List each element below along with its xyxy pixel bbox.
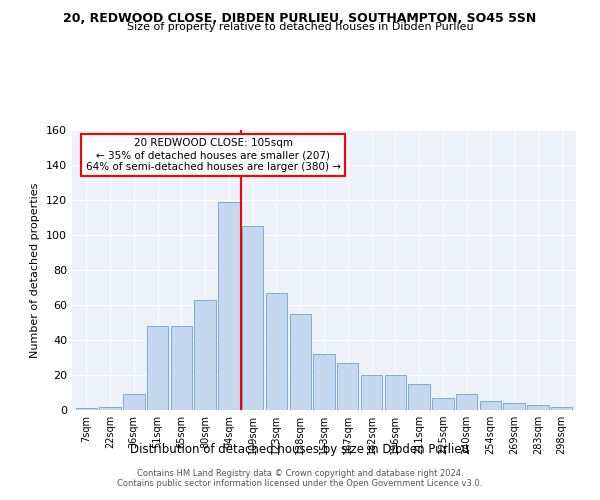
Y-axis label: Number of detached properties: Number of detached properties (31, 182, 40, 358)
Bar (361, 375, 382, 410)
Bar (503, 403, 525, 410)
Bar (551, 406, 572, 410)
Bar (409, 384, 430, 410)
Bar (194, 300, 216, 410)
Text: Size of property relative to detached houses in Dibden Purlieu: Size of property relative to detached ho… (127, 22, 473, 32)
Bar (290, 314, 311, 410)
Text: 20, REDWOOD CLOSE, DIBDEN PURLIEU, SOUTHAMPTON, SO45 5SN: 20, REDWOOD CLOSE, DIBDEN PURLIEU, SOUTH… (64, 12, 536, 26)
Bar (218, 202, 239, 410)
Text: Distribution of detached houses by size in Dibden Purlieu: Distribution of detached houses by size … (130, 442, 470, 456)
Bar (456, 394, 478, 410)
Bar (123, 394, 145, 410)
Bar (337, 363, 358, 410)
Bar (242, 226, 263, 410)
Bar (313, 354, 335, 410)
Bar (170, 326, 192, 410)
Bar (432, 398, 454, 410)
Bar (147, 326, 168, 410)
Bar (100, 406, 121, 410)
Text: 20 REDWOOD CLOSE: 105sqm
← 35% of detached houses are smaller (207)
64% of semi-: 20 REDWOOD CLOSE: 105sqm ← 35% of detach… (86, 138, 341, 172)
Bar (385, 375, 406, 410)
Bar (527, 405, 548, 410)
Bar (266, 292, 287, 410)
Text: Contains public sector information licensed under the Open Government Licence v3: Contains public sector information licen… (118, 478, 482, 488)
Text: Contains HM Land Registry data © Crown copyright and database right 2024.: Contains HM Land Registry data © Crown c… (137, 468, 463, 477)
Bar (480, 401, 501, 410)
Bar (76, 408, 97, 410)
